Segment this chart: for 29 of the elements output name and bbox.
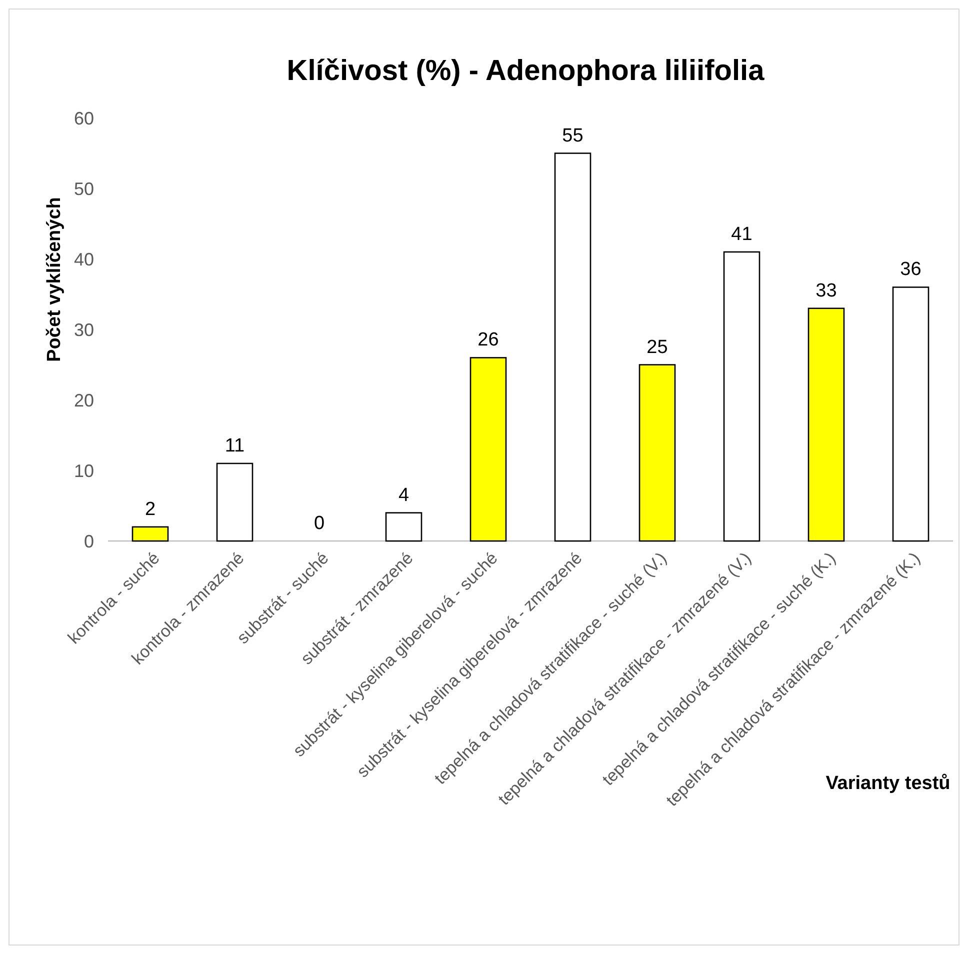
bar xyxy=(132,526,169,542)
y-tick-label: 0 xyxy=(84,531,94,552)
bar xyxy=(892,286,930,542)
chart-title: Klíčivost (%) - Adenophora liliifolia xyxy=(286,55,766,87)
data-label: 55 xyxy=(562,125,584,146)
y-axis-title: Počet vyklíčených xyxy=(44,197,65,362)
bar xyxy=(385,512,422,542)
data-label: 11 xyxy=(224,435,245,456)
data-label: 0 xyxy=(314,513,325,534)
data-label: 2 xyxy=(144,498,156,520)
y-tick-label: 20 xyxy=(74,390,94,410)
bar xyxy=(470,357,507,542)
y-tick-label: 10 xyxy=(74,460,94,481)
data-label: 26 xyxy=(478,330,499,351)
data-label: 33 xyxy=(816,280,837,302)
bar xyxy=(216,462,254,542)
bar xyxy=(723,251,760,542)
data-label: 41 xyxy=(731,224,752,245)
data-label: 4 xyxy=(398,484,410,506)
bar xyxy=(638,364,676,542)
y-tick-label: 50 xyxy=(74,178,94,199)
data-label: 25 xyxy=(646,336,668,358)
x-axis-title: Varianty testů xyxy=(826,773,950,794)
y-tick-label: 60 xyxy=(74,108,94,128)
y-tick-label: 40 xyxy=(74,249,94,270)
bar xyxy=(808,308,845,542)
data-label: 36 xyxy=(900,259,922,280)
bar xyxy=(554,152,592,542)
y-tick-label: 30 xyxy=(74,320,94,340)
